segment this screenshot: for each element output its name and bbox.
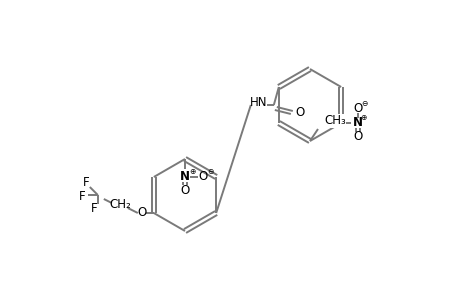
Text: ⊕: ⊕ <box>359 112 365 122</box>
Text: F: F <box>78 190 85 203</box>
Text: CH₃: CH₃ <box>323 115 345 128</box>
Text: O: O <box>353 130 362 143</box>
Text: CH₂: CH₂ <box>109 199 130 212</box>
Text: O: O <box>137 206 146 220</box>
Text: HN: HN <box>250 97 267 110</box>
Text: ⊕: ⊕ <box>188 167 195 176</box>
Text: ⊖: ⊖ <box>207 167 213 176</box>
Text: O: O <box>295 106 304 119</box>
Text: N: N <box>353 116 363 130</box>
Text: O: O <box>198 170 207 184</box>
Text: O: O <box>353 103 362 116</box>
Text: N: N <box>179 170 190 184</box>
Text: F: F <box>82 176 89 190</box>
Text: O: O <box>180 184 189 196</box>
Text: ⊖: ⊖ <box>360 98 367 107</box>
Text: F: F <box>90 202 97 215</box>
